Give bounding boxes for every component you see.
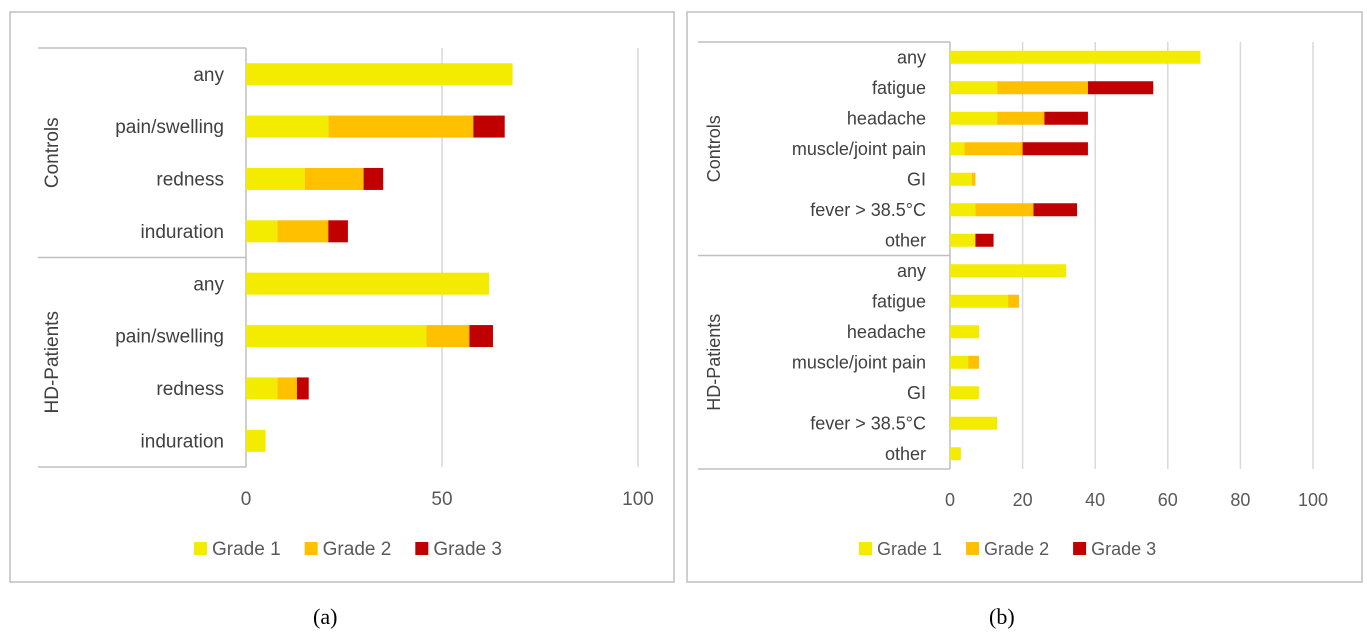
bar-grade-2 [971,172,976,186]
bar-grade-1 [950,386,980,400]
category-label: headache [847,109,926,129]
bar-grade-1 [950,50,1201,64]
bar-grade-1 [950,294,1009,308]
bar-grade-2 [975,203,1034,217]
category-label: pain/swelling [115,117,224,138]
category-label: headache [847,322,926,342]
chart-panel-a: any pain/swelling redness induration any pain… [9,11,675,583]
category-label: fever > 38.5°C [810,414,926,434]
bar-grade-1 [246,220,278,243]
category-label: fatigue [872,78,926,98]
bar-grade-1 [950,111,998,125]
category-label: GI [907,383,926,403]
x-tick-label: 0 [945,490,955,510]
bar-grade-2 [997,111,1045,125]
bar-grade-3 [473,115,505,138]
legend-swatch [415,542,429,555]
panel-label-a: (a) [313,604,338,629]
legend-label: Grade 2 [984,539,1049,559]
category-label: muscle/joint pain [792,353,926,373]
legend-label: Grade 3 [1091,539,1156,559]
bar-grade-3 [1044,111,1088,125]
legend-label: Grade 3 [433,539,502,560]
category-label: GI [907,170,926,190]
bar-grade-2 [277,377,297,400]
x-tick-label: 0 [241,489,252,510]
category-label: induration [141,222,224,243]
bar-grade-1 [246,167,305,190]
bar-grade-3 [975,233,994,247]
bar-grade-3 [328,220,348,243]
bar-grade-2 [997,81,1088,95]
bar-grade-2 [304,167,364,190]
x-tick-label: 60 [1158,490,1178,510]
bar-grade-1 [950,447,961,461]
category-label: redness [156,379,224,400]
group-label: HD-Patients [704,314,724,411]
x-tick-label: 40 [1085,490,1105,510]
bar-grade-1 [246,115,329,138]
bar-grade-2 [426,325,470,348]
category-label: other [885,231,926,251]
bar-grade-2 [328,115,474,138]
category-label: muscle/joint pain [792,139,926,159]
bar-grade-1 [950,172,972,186]
bar-grade-3 [469,325,493,348]
category-label: induration [141,431,224,452]
category-label: fatigue [872,292,926,312]
category-label: any [897,261,926,281]
legend-label: Grade 1 [212,539,281,560]
panel-label-b: (b) [989,604,1015,629]
category-label: any [193,274,224,295]
bar-grade-3 [1033,203,1078,217]
bar-grade-1 [950,325,980,339]
bar-grade-1 [950,233,976,247]
bar-grade-3 [1022,142,1088,156]
bar-grade-2 [277,220,329,243]
category-label: any [897,48,926,68]
panel-frame [686,11,1363,583]
bar-grade-1 [950,142,965,156]
bar-grade-1 [246,377,278,400]
bar-grade-1 [246,429,266,452]
group-label: HD-Patients [42,311,63,413]
category-label: other [885,444,926,464]
bar-grade-1 [950,355,969,369]
category-label: pain/swelling [115,327,224,348]
bar-grade-1 [246,272,490,295]
group-label: Controls [704,115,724,182]
bar-grade-2 [964,142,1023,156]
x-tick-label: 50 [431,489,452,510]
bar-grade-3 [363,167,384,190]
legend-swatch [859,542,872,555]
category-label: redness [156,170,224,191]
bar-grade-1 [950,203,976,217]
legend-swatch [304,542,318,555]
bar-grade-3 [296,377,309,400]
bar-grade-1 [246,325,427,348]
legend-swatch [194,542,207,555]
bar-grade-1 [950,81,998,95]
x-tick-label: 80 [1230,490,1250,510]
category-label: any [193,65,224,86]
x-tick-label: 20 [1013,490,1033,510]
legend-swatch [966,542,980,555]
bar-grade-2 [968,355,980,369]
bar-grade-1 [950,416,998,430]
legend-swatch [1073,542,1087,555]
chart-panel-b: any fatigue headache muscle/joint pain GI fev… [686,11,1363,583]
bar-grade-1 [246,63,513,86]
x-tick-label: 100 [1298,490,1328,510]
panel-frame [9,11,675,583]
category-label: fever > 38.5°C [810,200,926,220]
group-label: Controls [42,117,63,188]
legend-label: Grade 1 [877,539,942,559]
bar-grade-3 [1087,81,1154,95]
x-tick-label: 100 [622,489,654,510]
bar-grade-1 [950,264,1067,278]
bar-grade-2 [1008,294,1019,308]
legend-label: Grade 2 [323,539,392,560]
